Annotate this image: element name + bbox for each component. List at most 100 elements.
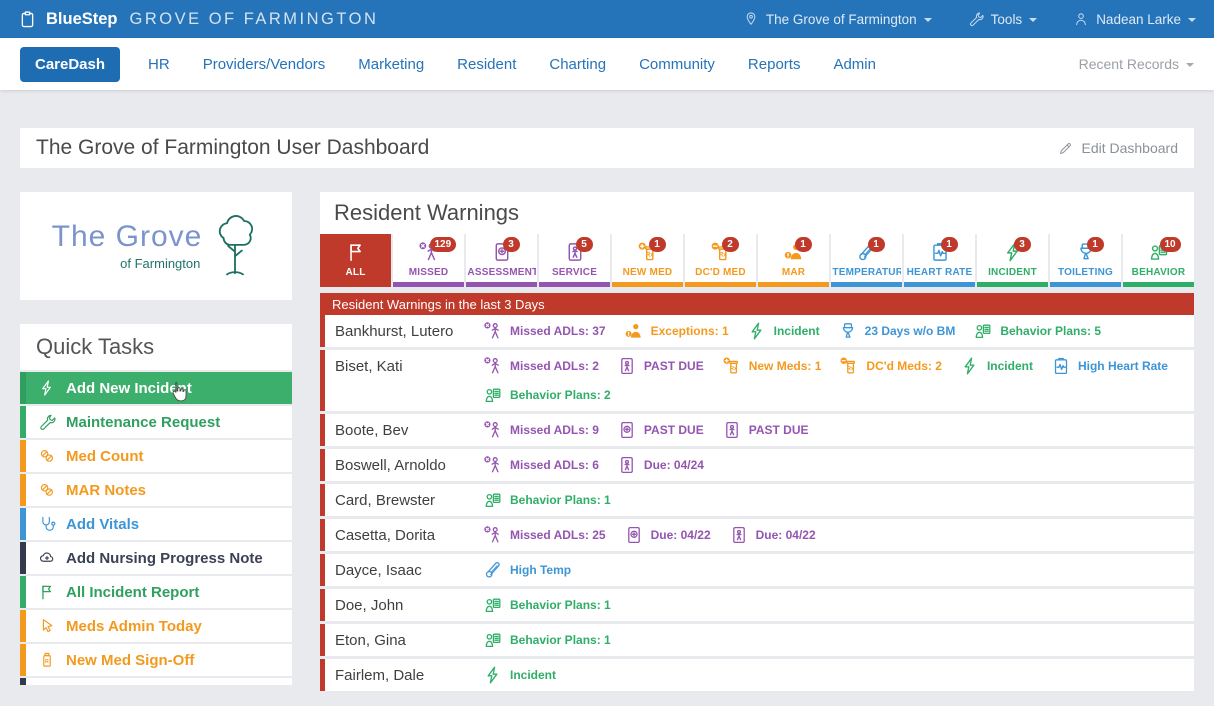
warning-chip-behavior[interactable]: Behavior Plans: 1 (483, 595, 611, 615)
tab-all[interactable]: ALL (320, 234, 391, 287)
sidebar: The Grove of Farmington Quick Tasks Add … (20, 192, 292, 687)
resident-name[interactable]: Boote, Bev (335, 420, 483, 439)
nav-tab-providers-vendors[interactable]: Providers/Vendors (203, 56, 326, 73)
count-badge: 1 (941, 237, 958, 252)
bluestep-brand[interactable]: BlueStep GROVE OF FARMINGTON (18, 10, 378, 29)
tab-underline (612, 282, 683, 287)
quick-task-add-nursing-progress-note[interactable]: Add Nursing Progress Note (20, 542, 292, 574)
tab-mar[interactable]: 1 MAR (758, 234, 829, 287)
quick-task-med-count[interactable]: Med Count (20, 440, 292, 472)
service-doc-icon (617, 455, 637, 475)
nav-tab-hr[interactable]: HR (148, 56, 170, 73)
tab-missed[interactable]: 129 MISSED (393, 234, 464, 287)
warning-chip-missed-adl[interactable]: Missed ADLs: 37 (483, 321, 606, 341)
warning-chip-missed-adl[interactable]: Missed ADLs: 6 (483, 455, 599, 475)
warning-chip-incident[interactable]: Incident (483, 665, 556, 685)
warning-chip-assessment[interactable]: PAST DUE (617, 420, 704, 440)
warning-chip-new-med[interactable]: New Meds: 1 (722, 356, 822, 376)
warning-chip-incident[interactable]: Incident (747, 321, 820, 341)
resident-name[interactable]: Fairlem, Dale (335, 665, 483, 684)
resident-name[interactable]: Casetta, Dorita (335, 525, 483, 544)
top-navbar: BlueStep GROVE OF FARMINGTON The Grove o… (0, 0, 1214, 38)
facility-logo: The Grove of Farmington (20, 192, 292, 300)
warning-chip-behavior[interactable]: Behavior Plans: 1 (483, 630, 611, 650)
nav-tab-admin[interactable]: Admin (833, 56, 876, 73)
quick-task-new-med-sign-off[interactable]: New Med Sign-Off (20, 644, 292, 676)
warning-chip-service[interactable]: Due: 04/24 (617, 455, 704, 475)
location-dropdown[interactable]: The Grove of Farmington (743, 11, 932, 27)
warning-chip-temperature[interactable]: High Temp (483, 560, 571, 580)
resident-name[interactable]: Card, Brewster (335, 490, 483, 509)
recent-records-dropdown[interactable]: Recent Records (1079, 56, 1194, 72)
missed-adl-icon (483, 321, 503, 341)
count-badge: 3 (1014, 237, 1031, 252)
nav-tab-charting[interactable]: Charting (549, 56, 606, 73)
quick-task-maintenance-request[interactable]: Maintenance Request (20, 406, 292, 438)
quick-task-all-incident-report[interactable]: All Incident Report (20, 576, 292, 608)
quick-task-mar-notes[interactable]: MAR Notes (20, 474, 292, 506)
assessment-doc-icon (624, 525, 644, 545)
tab-service[interactable]: 5 SERVICE (539, 234, 610, 287)
warning-chip-service[interactable]: PAST DUE (722, 420, 809, 440)
table-row: Casetta, Dorita Missed ADLs: 25 Due: 04/… (320, 519, 1194, 551)
app-window: BlueStep GROVE OF FARMINGTON The Grove o… (0, 0, 1214, 706)
tab-heart-rate[interactable]: 1 HEART RATE (904, 234, 975, 287)
warning-chip-missed-adl[interactable]: Missed ADLs: 2 (483, 356, 599, 376)
tab-behavior[interactable]: 10 BEHAVIOR (1123, 234, 1194, 287)
nav-tab-community[interactable]: Community (639, 56, 715, 73)
warning-chip-heart-rate[interactable]: High Heart Rate (1051, 356, 1168, 376)
table-row: Biset, Kati Missed ADLs: 2 PAST DUE New … (320, 350, 1194, 411)
tab-temperature[interactable]: 1 TEMPERATURE (831, 234, 902, 287)
quick-task-meds-admin-today[interactable]: Meds Admin Today (20, 610, 292, 642)
resident-name[interactable]: Dayce, Isaac (335, 560, 483, 579)
assessment-doc-icon (617, 420, 637, 440)
tab-underline (977, 282, 1048, 287)
warning-chip-incident[interactable]: Incident (960, 356, 1033, 376)
flag-icon (38, 583, 56, 601)
tab-new-med[interactable]: 1 NEW MED (612, 234, 683, 287)
warning-chip-missed-adl[interactable]: Missed ADLs: 25 (483, 525, 606, 545)
warning-chip-service[interactable]: PAST DUE (617, 356, 704, 376)
tab-assessment[interactable]: 3 ASSESSMENT (466, 234, 537, 287)
warning-filter-tabs: ALL 129 MISSED 3 ASSESSMENT 5 (320, 234, 1194, 287)
nav-tab-caredash[interactable]: CareDash (20, 47, 120, 82)
warning-chip-dcd-med[interactable]: DC'd Meds: 2 (839, 356, 942, 376)
caret-down-icon (924, 18, 932, 22)
table-row: Eton, Gina Behavior Plans: 1 (320, 624, 1194, 656)
quick-task-add-vitals[interactable]: Add Vitals (20, 508, 292, 540)
lightning-icon (38, 379, 56, 397)
logo-line2: of Farmington (52, 256, 203, 271)
quick-task-add-new-incident[interactable]: Add New Incident (20, 372, 292, 404)
tab-toileting[interactable]: 1 TOILETING (1050, 234, 1121, 287)
behavior-icon (973, 321, 993, 341)
resident-name[interactable]: Biset, Kati (335, 356, 483, 375)
resident-name[interactable]: Eton, Gina (335, 630, 483, 649)
user-menu[interactable]: Nadean Larke (1073, 11, 1196, 27)
count-badge: 129 (430, 237, 457, 252)
warning-chip-behavior[interactable]: Behavior Plans: 2 (483, 385, 611, 405)
tools-dropdown[interactable]: Tools (968, 11, 1038, 27)
tab-incident[interactable]: 3 INCIDENT (977, 234, 1048, 287)
warning-chip-mar-exception[interactable]: Exceptions: 1 (624, 321, 729, 341)
count-badge: 1 (649, 237, 666, 252)
warning-chip-missed-adl[interactable]: Missed ADLs: 9 (483, 420, 599, 440)
nav-tab-reports[interactable]: Reports (748, 56, 801, 73)
resident-name[interactable]: Doe, John (335, 595, 483, 614)
nav-tab-resident[interactable]: Resident (457, 56, 516, 73)
resident-name[interactable]: Boswell, Arnoldo (335, 455, 483, 474)
nav-tab-marketing[interactable]: Marketing (358, 56, 424, 73)
quick-task-partial-item[interactable] (20, 678, 292, 685)
warning-chip-service[interactable]: Due: 04/22 (729, 525, 816, 545)
edit-dashboard-button[interactable]: Edit Dashboard (1058, 140, 1178, 156)
warning-chip-assessment[interactable]: Due: 04/22 (624, 525, 711, 545)
warning-chip-behavior[interactable]: Behavior Plans: 5 (973, 321, 1101, 341)
tab-dcd-med[interactable]: 2 DC'D MED (685, 234, 756, 287)
caret-down-icon (1186, 63, 1194, 67)
warning-chip-toileting[interactable]: 23 Days w/o BM (838, 321, 956, 341)
tab-underline (539, 282, 610, 287)
brand-name: BlueStep (46, 10, 118, 29)
warning-chip-behavior[interactable]: Behavior Plans: 1 (483, 490, 611, 510)
missed-adl-icon (483, 420, 503, 440)
count-badge: 1 (795, 237, 812, 252)
resident-name[interactable]: Bankhurst, Lutero (335, 321, 483, 340)
